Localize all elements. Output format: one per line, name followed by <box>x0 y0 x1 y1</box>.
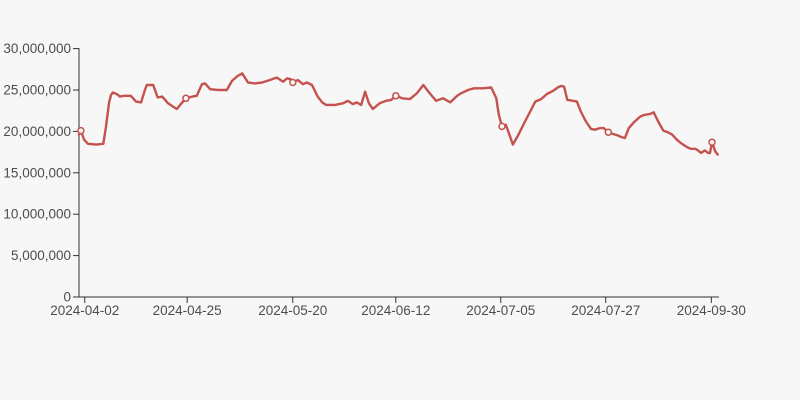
y-tick-label: 20,000,000 <box>3 124 71 139</box>
x-tick-label: 2024-07-27 <box>571 303 640 318</box>
y-tick-label: 10,000,000 <box>3 207 71 222</box>
data-point-marker <box>77 126 85 135</box>
x-tick-label: 2024-09-30 <box>677 303 746 318</box>
data-point-marker <box>392 92 400 100</box>
data-line <box>77 72 719 156</box>
data-point-marker <box>498 122 506 131</box>
data-point-marker <box>289 78 297 87</box>
x-tick-label: 2024-06-12 <box>361 303 430 318</box>
x-tick-label: 2024-04-25 <box>153 303 222 318</box>
y-tick-label: 25,000,000 <box>3 83 71 98</box>
data-point-marker <box>182 94 190 103</box>
x-tick-label: 2024-05-20 <box>258 303 327 318</box>
y-tick-label: 0 <box>63 290 71 305</box>
y-tick-label: 15,000,000 <box>3 165 71 180</box>
y-tick-label: 5,000,000 <box>11 248 71 263</box>
data-point-marker <box>708 138 716 146</box>
x-tick-label: 2024-04-02 <box>50 303 119 318</box>
x-tick-label: 2024-07-05 <box>466 303 535 318</box>
y-tick-label: 30,000,000 <box>3 41 71 56</box>
data-point-marker <box>604 128 613 136</box>
